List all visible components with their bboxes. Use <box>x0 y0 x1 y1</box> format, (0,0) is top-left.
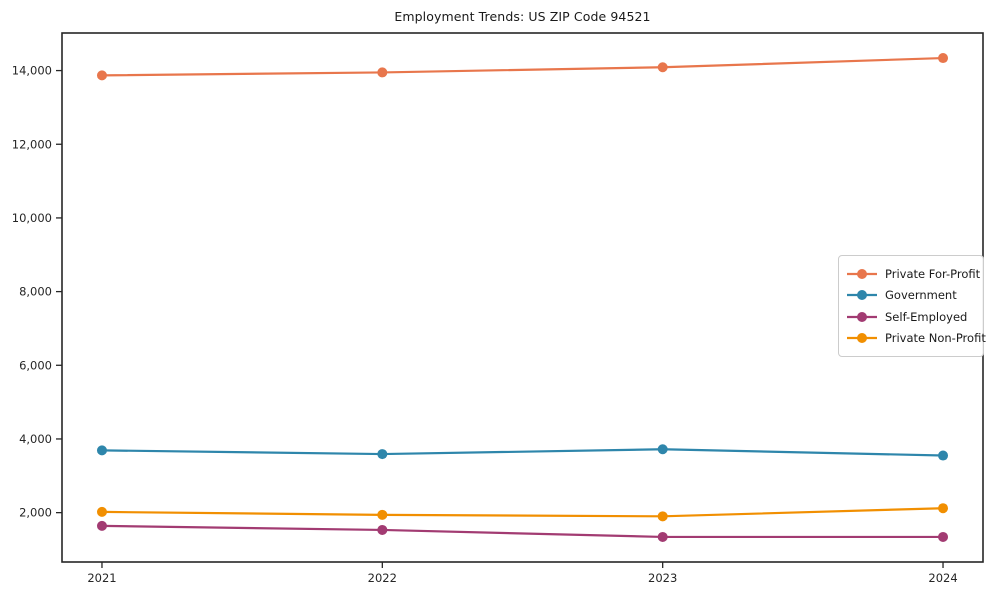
legend-label: Private Non-Profit <box>885 331 986 346</box>
data-point <box>96 445 107 456</box>
y-tick-label: 4,000 <box>19 432 52 446</box>
data-point <box>96 70 107 81</box>
x-tick-label: 2021 <box>87 571 116 585</box>
series-line-private-non-profit <box>101 507 944 518</box>
legend-label: Government <box>885 288 957 303</box>
legend-item: Private Non-Profit <box>847 328 986 350</box>
y-tick-label: 12,000 <box>12 137 52 151</box>
x-tick-label: 2022 <box>368 571 397 585</box>
series-line-private-for-profit <box>101 56 944 77</box>
legend-marker-icon <box>847 333 877 344</box>
data-point <box>377 509 388 520</box>
data-point <box>96 520 107 531</box>
data-point <box>96 506 107 517</box>
legend: Private For-Profit Government Self-Employe… <box>838 255 986 357</box>
data-point <box>657 444 668 455</box>
data-point <box>657 511 668 522</box>
data-point <box>377 449 388 460</box>
y-tick-label: 10,000 <box>12 211 52 225</box>
data-point <box>377 524 388 535</box>
y-tick-label: 8,000 <box>19 285 52 299</box>
series-line-government <box>101 448 944 457</box>
data-point <box>938 531 949 542</box>
y-tick-label: 14,000 <box>12 64 52 78</box>
legend-item: Government <box>847 285 975 307</box>
chart-title: Employment Trends: US ZIP Code 94521 <box>394 9 651 24</box>
legend-item: Private For-Profit <box>847 263 980 285</box>
legend-label: Self-Employed <box>885 309 968 324</box>
legend-marker-icon <box>847 268 877 279</box>
legend-marker-icon <box>847 311 877 322</box>
data-point <box>938 503 949 514</box>
data-point <box>657 62 668 73</box>
x-tick-label: 2023 <box>648 571 677 585</box>
legend-label: Private For-Profit <box>885 266 981 281</box>
legend-item: Self-Employed <box>847 306 975 328</box>
legend-marker-icon <box>847 290 877 301</box>
x-tick-label: 2024 <box>928 571 957 585</box>
y-tick-label: 2,000 <box>19 506 52 520</box>
series-line-self-employed <box>101 524 944 539</box>
data-point <box>938 53 949 64</box>
data-point <box>377 67 388 78</box>
data-point <box>657 531 668 542</box>
data-point <box>938 450 949 461</box>
y-tick-label: 6,000 <box>19 358 52 372</box>
